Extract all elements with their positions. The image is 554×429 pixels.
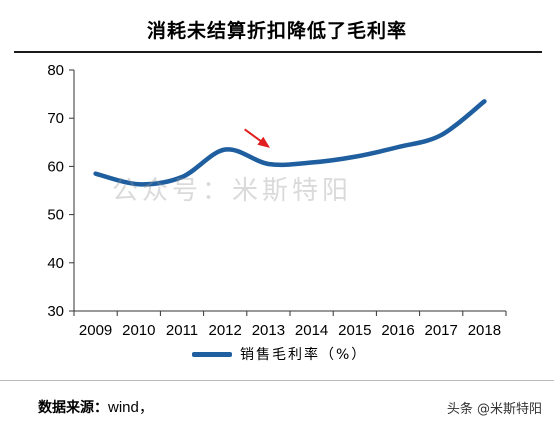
source-label: 数据来源：: [38, 400, 108, 416]
y-tick-label: 70: [47, 110, 64, 127]
data-source: 数据来源：wind，: [38, 396, 154, 417]
source-value: wind，: [108, 399, 154, 416]
x-tick-label: 2011: [166, 322, 198, 339]
source-divider: [0, 380, 554, 381]
brand-credit: 头条 @米斯特阳: [446, 402, 542, 417]
x-tick-label: 2010: [122, 322, 155, 339]
watermark: 公众号：米斯特阳: [112, 176, 353, 206]
x-tick-label: 2017: [425, 322, 458, 339]
chart-series: [93, 99, 487, 187]
x-tick-label: 2016: [381, 322, 414, 339]
title-underline: [14, 51, 542, 53]
y-tick-label: 30: [47, 303, 64, 320]
x-tick-label: 2013: [252, 322, 285, 339]
y-tick-label: 40: [47, 255, 64, 272]
legend-swatch: [192, 351, 232, 357]
x-axis-ticks: 2009 2010 2011 2012 2013 2014 2015 2016 2017 2018: [73, 311, 507, 339]
y-axis-ticks: 30 40 50 60 70 80: [47, 62, 74, 320]
y-tick-label: 80: [47, 62, 64, 79]
series-line: [93, 99, 487, 187]
y-tick-label: 50: [47, 207, 64, 224]
x-tick-label: 2015: [338, 322, 371, 339]
x-tick-label: 2009: [79, 322, 112, 339]
chart-annotation: [244, 128, 271, 148]
chart-legend: 销售毛利率（%）: [192, 344, 367, 364]
chart-title: 消耗未结算折扣降低了毛利率: [146, 20, 407, 42]
x-tick-label: 2014: [295, 322, 328, 339]
x-tick-label: 2012: [209, 322, 242, 339]
red-arrow-head: [257, 136, 271, 148]
legend-label: 销售毛利率（%）: [240, 347, 368, 363]
y-tick-label: 60: [47, 158, 64, 175]
x-tick-label: 2018: [468, 322, 501, 339]
